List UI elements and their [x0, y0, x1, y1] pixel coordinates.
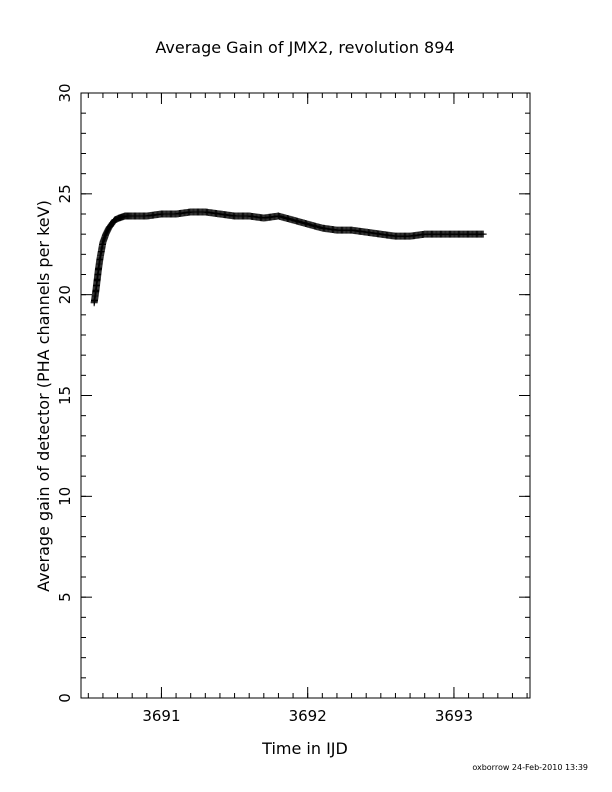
y-tick-label: 10: [56, 487, 74, 506]
chart-title: Average Gain of JMX2, revolution 894: [155, 38, 454, 57]
y-tick-label: 15: [56, 386, 74, 405]
data-point: [479, 230, 487, 238]
axis-ticks: [81, 92, 530, 699]
y-tick-label: 5: [56, 592, 74, 602]
x-axis-label: Time in IJD: [261, 739, 348, 758]
footer-stamp: oxborrow 24-Feb-2010 13:39: [472, 763, 588, 772]
y-tick-label: 0: [56, 693, 74, 703]
x-tick-labels: 3691 3692 3693: [142, 707, 473, 725]
y-axis-label: Average gain of detector (PHA channels p…: [34, 200, 53, 592]
y-tick-label: 25: [56, 184, 74, 203]
x-tick-label: 3692: [289, 707, 327, 725]
y-tick-label: 20: [56, 285, 74, 304]
x-tick-label: 3691: [142, 707, 180, 725]
data-series: [90, 208, 487, 307]
x-tick-label: 3693: [435, 707, 473, 725]
plot-frame: [80, 92, 531, 699]
y-tick-labels: 0 5 10 15 20 25 30: [56, 83, 74, 702]
y-tick-label: 30: [56, 83, 74, 102]
